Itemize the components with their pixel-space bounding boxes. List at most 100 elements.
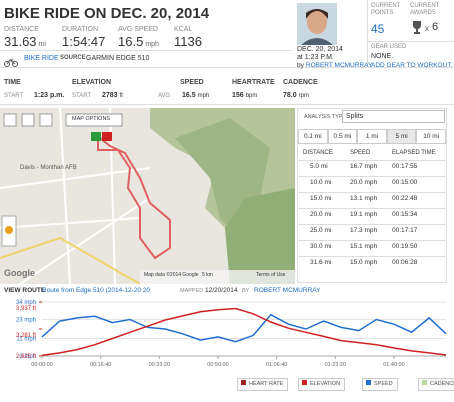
split-cell: 15.0 mph <box>350 259 378 266</box>
route-name[interactable]: Route from Edge 510 (2014-12-20 20 <box>42 287 151 294</box>
split-column: DISTANCE <box>303 150 333 156</box>
summary-value: 2783 ft <box>102 92 123 99</box>
legend-button[interactable]: SPEED <box>362 378 398 391</box>
map <box>0 108 295 284</box>
mapped-label: MAPPED <box>180 288 204 294</box>
split-tab[interactable]: 0.1 mi <box>298 129 328 144</box>
x-tick-label: 00:33:20 <box>149 362 170 368</box>
stat-value: 31.63 mi <box>4 34 46 49</box>
stat-label: DISTANCE <box>4 26 39 33</box>
add-gear[interactable]: ADD GEAR TO WORKOUT. <box>371 62 453 69</box>
split-cell: 00:06:28 <box>392 259 418 266</box>
legend-swatch <box>366 380 371 385</box>
y2-tick-label: 3,281 ft <box>16 333 36 339</box>
trophy-glyph <box>413 21 421 34</box>
time: at 1:23 P.M. <box>297 54 334 61</box>
legend-swatch <box>241 380 246 385</box>
x-tick-label: 01:06:40 <box>266 362 287 368</box>
route-author: ROBERT MCMURRAY <box>254 287 321 294</box>
divider <box>0 50 292 51</box>
mapped-date: 12/20/2014 <box>205 287 238 294</box>
divider <box>298 208 446 209</box>
awards-prefix: x <box>425 24 429 33</box>
divider <box>298 192 446 193</box>
y2-tick-label: 2,625 ft <box>16 354 36 360</box>
y-tick-label: 11 mph <box>16 337 36 343</box>
analysis-dropdown[interactable]: Splits <box>342 110 445 123</box>
points: 45 <box>371 22 385 36</box>
split-column: SPEED <box>350 150 371 156</box>
summary-label: TIME <box>4 79 21 86</box>
split-cell: 19.1 mph <box>350 211 378 218</box>
source-label: SOURCE <box>60 55 86 61</box>
summary-sub: START <box>4 93 24 99</box>
legend-label: HEART RATE <box>249 381 284 387</box>
summary-label: HEARTRATE <box>232 79 275 86</box>
stat-unit: mi <box>38 41 46 48</box>
divider <box>298 256 446 257</box>
split-tab[interactable]: 1 mi <box>357 129 387 144</box>
divider <box>367 41 454 42</box>
legend-swatch <box>302 380 307 385</box>
split-cell: 16.7 mph <box>350 163 378 170</box>
split-tab[interactable]: 5 mi <box>386 129 417 144</box>
split-cell: 00:17:17 <box>392 227 418 234</box>
split-cell: 00:15:00 <box>392 179 418 186</box>
split-tab[interactable]: 0.5 mi <box>327 129 358 144</box>
summary-unit: bpm <box>245 93 258 99</box>
map-attribution: Map data ©2014 Google <box>144 272 199 278</box>
legend-button[interactable]: ELEVATION <box>298 378 346 391</box>
split-cell: 25.0 mi <box>310 227 332 234</box>
map-options[interactable]: MAP OPTIONS <box>72 116 111 122</box>
split-cell: 30.0 mi <box>310 243 332 250</box>
divider <box>0 104 454 105</box>
date: DEC. 20, 2014 <box>297 46 343 53</box>
bike-glyph <box>4 59 18 67</box>
legend-label: ELEVATION <box>310 381 341 387</box>
divider <box>298 240 446 241</box>
stat-label: AVG SPEED <box>118 26 158 33</box>
map-terms: Terms of Use <box>256 272 286 278</box>
split-cell: 10.0 mi <box>310 179 332 186</box>
gear: NONE. <box>371 53 394 60</box>
split-tab[interactable]: 10 mi <box>416 129 446 144</box>
map-place: Davis - Monthan AFB <box>20 165 77 171</box>
legend-button[interactable]: CADENCE <box>418 378 454 391</box>
split-cell: 13.1 mph <box>350 195 378 202</box>
awards-label: CURRENT AWARDS <box>410 3 440 16</box>
divider <box>298 224 446 225</box>
summary-unit: mph <box>197 93 210 99</box>
x-tick-label: 00:16:40 <box>90 362 111 368</box>
divider <box>298 160 446 161</box>
split-cell: 20.0 mi <box>310 211 332 218</box>
route-by: BY <box>242 288 250 294</box>
map-logo: Google <box>4 268 35 278</box>
divider <box>0 67 454 68</box>
map-scale: 5 km <box>202 272 213 278</box>
activity-type[interactable]: BIKE RIDE <box>24 55 59 62</box>
points-label: CURRENT POINTS <box>371 3 401 16</box>
legend-swatch <box>422 380 427 385</box>
divider <box>367 0 368 68</box>
split-cell: 31.6 mi <box>310 259 332 266</box>
stat-value: 16.5 mph <box>118 34 159 49</box>
split-cell: 00:15:34 <box>392 211 418 218</box>
stat-value: 1136 <box>174 34 202 49</box>
legend-label: CADENCE <box>430 381 454 387</box>
summary-value: 78.0 rpm <box>283 92 309 99</box>
split-cell: 15.1 mph <box>350 243 378 250</box>
series-line <box>41 313 447 343</box>
legend-button[interactable]: HEART RATE <box>237 378 289 391</box>
x-tick-label: 01:23:20 <box>325 362 346 368</box>
gear-label: GEAR USED <box>371 44 407 50</box>
y-tick-label: 23 mph <box>16 317 36 323</box>
x-tick-label: 00:00:00 <box>31 362 52 368</box>
x-tick-label: 00:50:00 <box>207 362 228 368</box>
divider <box>298 176 446 177</box>
route-label: VIEW ROUTE <box>4 287 46 294</box>
split-cell: 00:19:50 <box>392 243 418 250</box>
split-cell: 15.0 mi <box>310 195 332 202</box>
summary-value: 1:23 p.m. <box>34 92 65 99</box>
series-line <box>41 307 447 357</box>
stat-label: KCAL <box>174 26 193 33</box>
